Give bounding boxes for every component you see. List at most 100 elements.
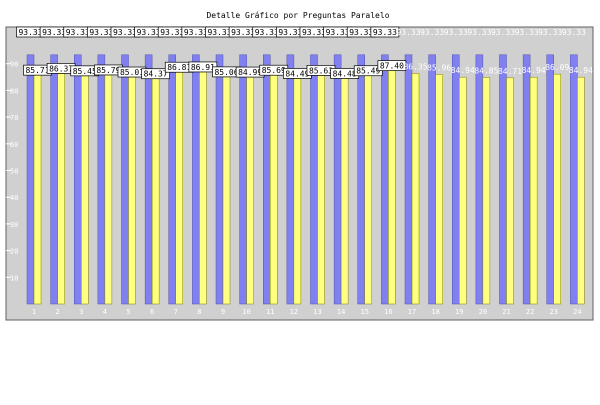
data-label-series-a: 93.33 [42,28,66,37]
data-label-series-b: 85.71 [25,66,49,75]
x-tick-label: 3 [79,308,83,316]
bar-series-b [128,76,136,305]
x-tick-label: 21 [502,308,510,316]
bar-series-a [286,54,295,305]
data-label-series-b: 84.94 [569,66,593,75]
bar-series-b [293,78,302,305]
bar-series-a [192,54,200,305]
data-label-box [141,68,170,80]
data-label-series-a: 93.33 [113,28,137,37]
data-label-series-a: 93.33 [467,28,491,37]
bar-series-b [151,78,160,305]
data-label-series-a: 93.33 [89,28,113,37]
chart-title: Detalle Gráfico por Preguntas Paralelo [206,11,389,20]
data-label-series-a: 93.33 [396,28,420,37]
bar-series-a [97,54,106,305]
data-label-series-a: 93.33 [278,28,302,37]
x-tick-label: 9 [221,308,225,316]
data-label-series-a: 93.33 [349,28,373,37]
bar-series-a [26,54,35,305]
x-tick-label: 1 [32,308,36,316]
bar-series-a [381,54,389,305]
bar-series-a [168,54,176,305]
bar-series-b [411,73,420,305]
y-tick-label: 70 [10,114,18,122]
bar-series-b [270,74,278,305]
data-label-series-b: 86.81 [167,63,191,72]
x-tick-label: 17 [408,308,416,316]
bar-series-b [577,76,585,305]
bar-series-b [175,71,183,305]
y-tick-label: 50 [10,168,18,176]
y-tick-label: 20 [10,248,18,256]
data-label-series-a: 93.33 [373,28,397,37]
bar-series-a [522,54,531,305]
bar-series-a [263,54,271,305]
data-label-series-a: 93.33 [137,28,161,37]
data-label-series-a: 93.33 [444,28,468,37]
y-tick-label: 60 [10,141,18,149]
data-label-series-b: 85.63 [309,66,333,75]
bar-series-b [81,75,89,305]
bar-series-b [459,76,467,305]
data-label-series-b: 85.06 [214,68,238,77]
x-tick-label: 6 [150,308,154,316]
x-tick-label: 13 [313,308,321,316]
data-label-series-a: 93.33 [160,28,184,37]
data-label-series-b: 85.45 [73,67,97,76]
x-tick-label: 18 [431,308,439,316]
y-tick-label: 30 [10,221,18,229]
data-label-series-b: 85.96 [427,63,451,72]
x-tick-label: 20 [479,308,487,316]
bar-series-b [529,76,538,305]
data-label-box [377,60,407,71]
bar-series-b [482,77,491,305]
data-label-series-b: 85.49 [356,67,380,76]
x-tick-label: 5 [126,308,130,316]
x-tick-label: 14 [337,308,345,316]
data-label-series-b: 86.35 [403,62,427,71]
data-label-series-b: 84.94 [451,66,475,75]
x-tick-label: 4 [103,308,107,316]
data-label-series-b: 86.09 [545,63,569,72]
data-label-series-b: 85.01 [120,68,144,77]
x-tick-label: 7 [174,308,178,316]
data-label-box [370,26,400,38]
x-tick-label: 19 [455,308,463,316]
bar-series-b [553,73,561,305]
data-label-series-a: 93.33 [326,28,350,37]
data-label-series-a: 93.33 [538,28,562,37]
data-label-series-b: 84.71 [498,67,522,76]
y-tick-label: 40 [10,194,18,202]
bar-series-b [57,73,65,305]
bar-series-b [506,77,514,305]
data-label-series-b: 85.69 [262,66,286,75]
data-label-series-a: 93.33 [66,28,90,37]
bar-series-b [199,71,207,305]
data-label-series-b: 86.37 [49,64,73,73]
x-tick-label: 11 [266,308,274,316]
bar-series-b [104,74,113,305]
bar-series-b [388,70,396,305]
x-tick-label: 8 [197,308,201,316]
bar-series-a [546,54,554,305]
x-tick-label: 2 [56,308,60,316]
data-label-series-b: 84.48 [333,69,357,78]
x-tick-label: 15 [361,308,369,316]
data-label-series-b: 87.40 [380,62,404,71]
data-label-series-a: 93.33 [491,28,515,37]
data-label-series-a: 93.33 [302,28,326,37]
data-label-series-a: 93.33 [18,28,42,37]
data-label-series-a: 93.33 [207,28,231,37]
bar-series-a [428,54,436,305]
y-tick-label: 90 [10,61,18,69]
x-tick-label: 23 [550,308,558,316]
bar-series-a [333,54,342,305]
bar-series-b [317,75,325,305]
bar-series-a [74,54,82,305]
data-label-series-b: 84.37 [144,70,168,79]
bar-series-b [33,74,42,305]
bar-series-a [215,54,224,305]
data-label-series-a: 93.33 [255,28,279,37]
